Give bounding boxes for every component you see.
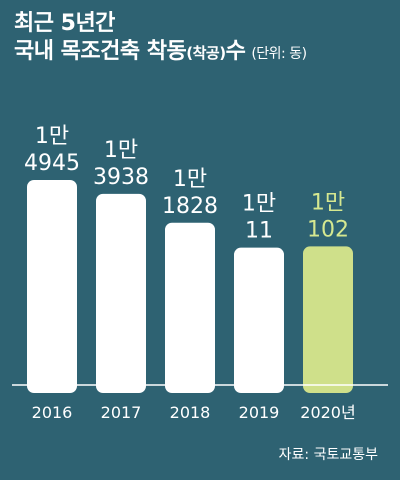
- value-label-2017-line-2: 3938: [93, 165, 149, 190]
- value-label-2018-line-1: 1만: [173, 167, 207, 192]
- chart-title: 최근 5년간 국내 목조건축 착동(착공)수 (단위: 동): [14, 10, 307, 68]
- title-paren: (착공): [186, 44, 226, 62]
- title-main: 국내 목조건축 착동: [14, 39, 187, 64]
- unit-label: (단위: 동): [251, 46, 307, 62]
- bar-2016: [27, 180, 77, 393]
- source-note: 자료: 국토교통부: [278, 447, 378, 463]
- x-tick-label-2016: 2016: [32, 403, 73, 422]
- bar-2017: [96, 193, 146, 393]
- bar-2020년: [303, 246, 353, 393]
- value-label-2019-line-2: 11: [245, 219, 273, 244]
- x-tick-label-2020년: 2020년: [300, 403, 355, 422]
- x-tick-label-2018: 2018: [170, 403, 211, 422]
- bar-2019: [234, 247, 284, 393]
- bar-2018: [165, 222, 215, 393]
- title-tail: 수: [225, 39, 246, 64]
- value-label-2020년-line-1: 1만: [311, 190, 345, 215]
- value-label-2018-line-2: 1828: [162, 194, 218, 219]
- x-tick-label-2019: 2019: [239, 403, 280, 422]
- title-line-1: 최근 5년간: [14, 11, 115, 36]
- value-label-2020년-line-2: 102: [307, 217, 349, 242]
- x-tick-label-2017: 2017: [101, 403, 142, 422]
- value-label-2016-line-1: 1만: [35, 124, 69, 149]
- value-label-2017-line-1: 1만: [104, 138, 138, 163]
- title-line-2: 국내 목조건축 착동(착공)수 (단위: 동): [14, 38, 307, 68]
- value-label-2016-line-2: 4945: [24, 151, 80, 176]
- value-label-2019-line-1: 1만: [242, 192, 276, 217]
